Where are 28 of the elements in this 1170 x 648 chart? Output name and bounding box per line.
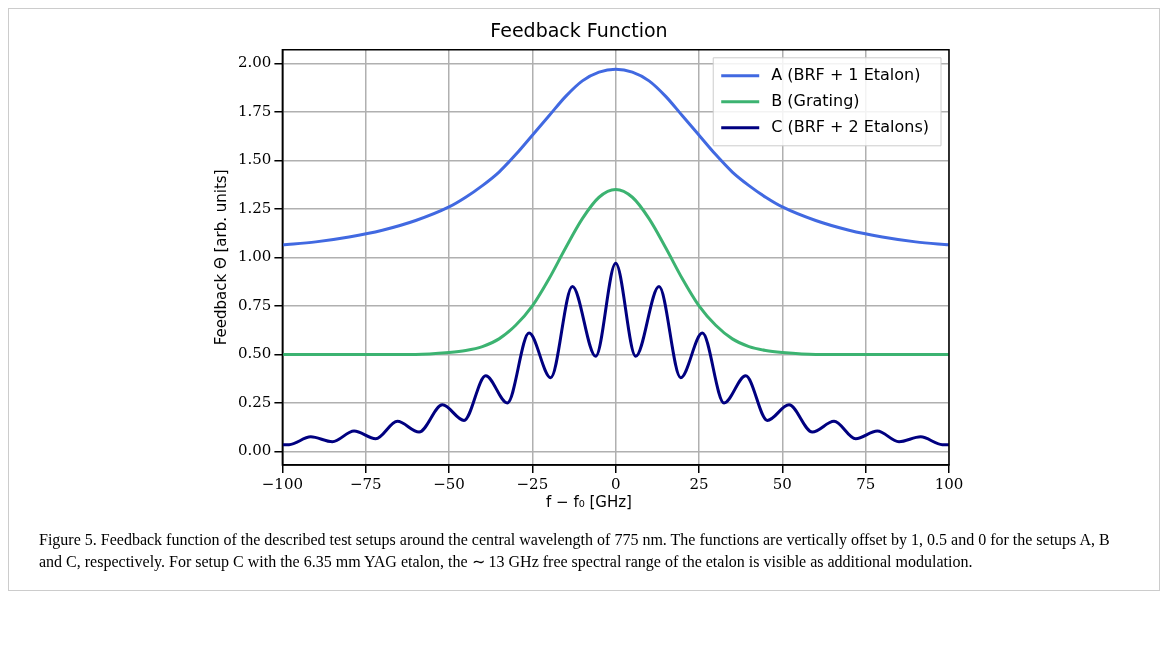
x-tick-label: 25 [689, 474, 709, 493]
y-tick-label: 0.25 [237, 392, 272, 411]
x-axis-title: f − f₀ [GHz] [545, 493, 633, 511]
y-tick-label: 0.75 [237, 295, 272, 314]
x-tick-label: −50 [433, 474, 465, 493]
line-series [282, 187, 949, 356]
legend-label: A (BRF + 1 Etalon) [771, 64, 921, 84]
x-tick-label: 75 [856, 474, 876, 493]
line-series [282, 67, 949, 247]
chart-title: Feedback Function [490, 19, 668, 42]
y-axis-title: Feedback Θ [arb. units] [211, 169, 230, 346]
y-tick-label: 1.25 [237, 198, 272, 217]
caption: Figure 5. Feedback function of the described test setups around the central wavelength of 775 nm. The functions are vertically offset by 1, 0.5 and 0 for the setups A, B and C, respectively. For setup C with the 6.35 mm YAG etalon, the ∼ 13 GHz free spectral range of the etalon is visible as additional modulation. [39, 530, 1111, 573]
x-tick-label: −25 [516, 474, 549, 493]
legend-label: C (BRF + 2 Etalons) [771, 116, 929, 136]
y-tick-label: 0.50 [237, 344, 272, 363]
x-tick-label: −100 [261, 474, 303, 493]
x-tick-label: −75 [349, 474, 382, 493]
y-tick-label: 1.75 [237, 101, 272, 120]
y-tick-label: 2.00 [237, 53, 272, 72]
y-tick-label: 1.00 [237, 247, 272, 266]
line-series [282, 261, 949, 447]
x-tick-label: 0 [610, 474, 621, 493]
y-tick-label: 0.00 [237, 441, 272, 460]
x-tick-label: 50 [772, 474, 792, 493]
x-tick-label: 100 [934, 474, 964, 493]
legend-label: B (Grating) [771, 90, 860, 110]
y-tick-label: 1.50 [237, 150, 272, 169]
